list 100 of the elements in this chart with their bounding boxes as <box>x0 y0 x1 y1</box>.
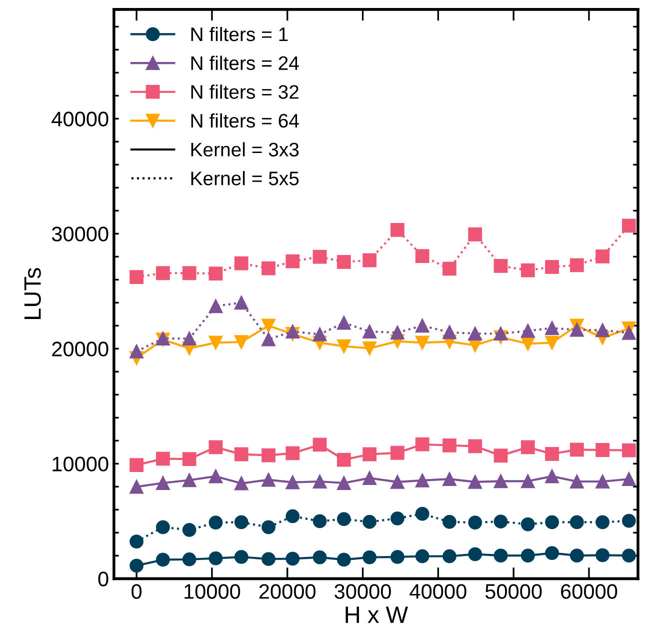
point <box>182 552 196 566</box>
point <box>494 326 508 341</box>
point <box>262 332 276 346</box>
point <box>208 299 223 314</box>
point <box>182 522 196 537</box>
legend-label: N filters = 32 <box>191 84 298 99</box>
point <box>262 448 276 462</box>
point <box>442 262 456 276</box>
point <box>622 548 636 563</box>
x-tick-label: 20000 <box>259 584 316 599</box>
point <box>208 516 223 530</box>
point <box>208 551 223 566</box>
point <box>234 447 248 462</box>
legend-label: N filters = 64 <box>191 113 299 128</box>
point <box>336 316 351 330</box>
point <box>208 469 223 484</box>
point <box>208 266 223 281</box>
point <box>262 520 276 534</box>
point <box>336 339 351 354</box>
y-tick-label: 30000 <box>52 226 108 242</box>
point <box>336 552 351 567</box>
point <box>182 473 196 488</box>
legend-label: N filters = 1 <box>191 26 288 42</box>
point <box>520 263 535 278</box>
y-tick-label: 20000 <box>52 342 108 356</box>
legend-label: N filters = 24 <box>191 56 299 70</box>
x-tick-label: 40000 <box>410 584 466 599</box>
point <box>286 324 300 338</box>
point <box>262 318 276 333</box>
point <box>442 472 456 486</box>
point <box>415 249 430 264</box>
point <box>130 458 144 472</box>
point <box>415 474 430 488</box>
point <box>622 514 636 528</box>
point <box>208 440 223 454</box>
point <box>570 515 584 530</box>
point <box>390 511 404 526</box>
point <box>390 446 404 460</box>
point <box>262 472 276 487</box>
point <box>286 552 300 566</box>
point <box>156 520 170 534</box>
point <box>596 250 610 264</box>
point <box>570 258 584 272</box>
point <box>286 475 300 490</box>
point <box>130 534 144 548</box>
point <box>234 335 248 349</box>
point <box>520 548 535 563</box>
point <box>596 474 610 488</box>
point <box>362 550 376 564</box>
point <box>262 552 276 566</box>
point <box>622 326 636 340</box>
x-tick-label: 50000 <box>485 584 542 599</box>
x-tick-label: 10000 <box>184 584 240 599</box>
point <box>336 255 351 269</box>
point <box>130 344 144 358</box>
point <box>545 546 559 560</box>
point <box>362 514 376 529</box>
point <box>520 474 535 488</box>
point <box>130 558 144 573</box>
point <box>596 548 610 562</box>
point <box>362 324 376 338</box>
point <box>494 514 508 528</box>
point <box>442 438 456 452</box>
point <box>312 514 327 528</box>
point <box>182 332 196 346</box>
point <box>286 446 300 460</box>
y-tick-label: 10000 <box>52 456 108 472</box>
y-axis-title: LUTs <box>24 268 41 320</box>
point <box>415 549 430 564</box>
point <box>415 336 430 350</box>
point <box>156 452 170 466</box>
point <box>545 321 559 336</box>
point <box>520 517 535 532</box>
point <box>182 266 196 280</box>
point <box>286 254 300 268</box>
point <box>494 448 508 463</box>
point <box>390 326 404 340</box>
point <box>468 326 482 341</box>
point <box>312 550 327 564</box>
point <box>494 258 508 273</box>
point <box>596 323 610 338</box>
point <box>596 443 610 457</box>
point <box>570 442 584 457</box>
point <box>570 322 584 337</box>
point <box>390 222 404 237</box>
point <box>468 475 482 489</box>
point <box>545 469 559 484</box>
point <box>570 548 584 563</box>
point <box>262 261 276 276</box>
point <box>234 550 248 564</box>
point <box>286 509 300 524</box>
point <box>156 266 170 280</box>
legend-label: Kernel = 5x5 <box>191 171 299 186</box>
point <box>312 438 327 452</box>
point <box>596 515 610 530</box>
point <box>622 443 636 458</box>
point <box>545 260 559 274</box>
point <box>468 547 482 562</box>
point <box>545 515 559 530</box>
point <box>130 480 144 494</box>
